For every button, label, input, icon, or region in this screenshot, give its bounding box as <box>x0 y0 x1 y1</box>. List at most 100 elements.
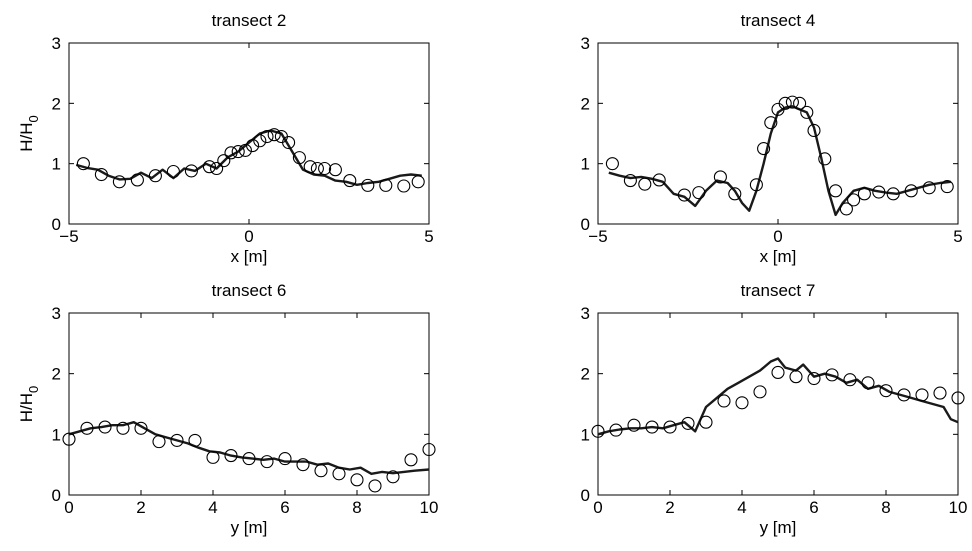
observation-point <box>184 164 198 178</box>
observation-point <box>332 467 346 481</box>
observation-point <box>260 455 274 469</box>
observation-point <box>152 435 166 449</box>
observation-point <box>652 173 666 187</box>
observation-point <box>210 161 224 176</box>
observation-point <box>76 157 90 171</box>
y-tick-label: 2 <box>52 94 61 113</box>
observation-point <box>267 128 281 142</box>
observation-point <box>843 373 857 387</box>
observation-point <box>116 421 130 435</box>
observation-point <box>807 371 821 386</box>
observation-point <box>292 151 306 165</box>
y-tick-label: 2 <box>581 94 590 113</box>
x-tick-label: −5 <box>588 227 607 246</box>
observation-point <box>645 420 659 434</box>
observation-point <box>757 142 771 156</box>
observation-point <box>807 123 821 138</box>
observation-point <box>897 388 911 402</box>
observation-point <box>591 424 605 438</box>
y-axis-label: H/H0 <box>17 386 41 423</box>
observation-point <box>847 193 861 207</box>
observation-point <box>753 385 767 399</box>
observation-point <box>206 450 220 464</box>
chart-title: transect 4 <box>741 11 816 30</box>
observation-point <box>350 473 364 487</box>
observation-point <box>202 160 216 174</box>
y-axis-label-subscript: 0 <box>26 115 41 122</box>
observation-point <box>825 368 839 382</box>
observation-point <box>170 433 184 447</box>
y-axis-label-main: H/H <box>17 393 36 422</box>
observation-point <box>778 96 792 110</box>
observation-point <box>130 173 144 187</box>
y-tick-label: 0 <box>52 486 61 505</box>
observation-point <box>278 452 292 466</box>
observation-point <box>623 174 637 188</box>
x-tick-label: 6 <box>280 498 289 517</box>
observation-point <box>728 187 742 201</box>
y-tick-label: 3 <box>52 34 61 53</box>
observation-point <box>148 169 162 183</box>
observation-point <box>749 178 763 192</box>
y-tick-label: 1 <box>581 425 590 444</box>
observation-point <box>793 96 807 110</box>
observation-point <box>361 178 375 192</box>
axes-frame <box>597 42 959 225</box>
observation-point <box>166 164 180 179</box>
observation-point <box>303 160 317 174</box>
observation-point <box>789 370 803 384</box>
observation-point <box>681 416 695 430</box>
chart-title: transect 2 <box>212 11 287 30</box>
observation-point <box>609 423 623 437</box>
observation-point <box>922 181 936 195</box>
observation-point <box>904 184 918 198</box>
x-axis-label: y [m] <box>760 518 797 537</box>
x-tick-label: 10 <box>949 498 968 517</box>
observation-point <box>188 433 202 447</box>
observation-point <box>785 95 799 109</box>
y-tick-label: 3 <box>581 304 590 323</box>
axes-frame <box>68 312 430 496</box>
observation-point <box>879 384 893 398</box>
observation-point <box>94 167 108 182</box>
axes-frame <box>597 312 959 496</box>
observation-point <box>343 174 357 188</box>
x-tick-label: 0 <box>64 498 73 517</box>
observation-point <box>699 415 713 429</box>
y-tick-label: 2 <box>581 365 590 384</box>
observation-point <box>318 161 332 176</box>
observation-point <box>422 442 436 457</box>
x-tick-label: 8 <box>881 498 890 517</box>
observation-point <box>940 180 954 194</box>
x-tick-label: 0 <box>773 227 782 246</box>
x-tick-label: 10 <box>420 498 439 517</box>
observation-point <box>80 421 94 435</box>
y-axis-label: H/H0 <box>17 115 41 152</box>
observation-point <box>314 464 328 478</box>
observation-point <box>713 170 727 184</box>
observation-point <box>692 186 706 200</box>
observation-point <box>872 185 886 199</box>
observation-point <box>368 479 382 493</box>
observation-point <box>134 421 148 435</box>
chart-title: transect 7 <box>741 281 816 300</box>
y-tick-label: 1 <box>52 155 61 174</box>
observation-point <box>224 449 238 463</box>
observation-point <box>829 184 843 198</box>
y-tick-label: 1 <box>581 155 590 174</box>
y-tick-label: 3 <box>581 34 590 53</box>
model-series-line <box>608 105 951 217</box>
observation-point <box>386 470 400 484</box>
observation-point <box>886 187 900 201</box>
observation-point <box>246 139 260 153</box>
x-tick-label: −5 <box>59 227 78 246</box>
y-tick-label: 1 <box>52 425 61 444</box>
observation-point <box>411 175 425 189</box>
observation-point <box>98 420 112 434</box>
y-tick-label: 0 <box>52 215 61 234</box>
x-tick-label: 2 <box>136 498 145 517</box>
